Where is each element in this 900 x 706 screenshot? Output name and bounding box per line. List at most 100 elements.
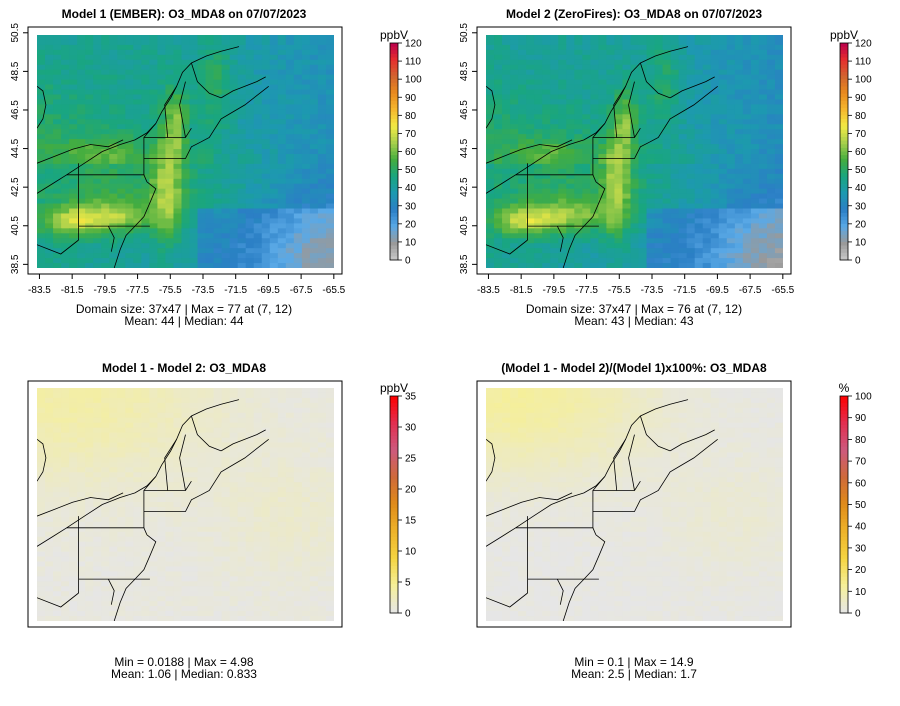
panel1-state-boundaries bbox=[37, 46, 269, 268]
heatmap-cell bbox=[69, 89, 78, 95]
heatmap-cell bbox=[494, 35, 503, 41]
heatmap-cell bbox=[317, 392, 327, 399]
heatmap-cell bbox=[734, 144, 744, 150]
colorbar-segment bbox=[840, 220, 848, 225]
heatmap-cell bbox=[85, 218, 94, 224]
heatmap-cell bbox=[197, 129, 207, 135]
colorbar-segment bbox=[390, 86, 398, 91]
heatmap-cell bbox=[69, 452, 78, 458]
heatmap-cell bbox=[750, 188, 760, 195]
heatmap-cell bbox=[325, 536, 334, 543]
heatmap-cell bbox=[574, 89, 583, 95]
heatmap-cell bbox=[590, 139, 599, 145]
heatmap-cell bbox=[61, 258, 70, 264]
heatmap-cell bbox=[125, 457, 134, 463]
heatmap-cell bbox=[269, 541, 279, 548]
heatmap-cell bbox=[726, 129, 736, 135]
heatmap-cell bbox=[293, 193, 303, 200]
heatmap-cell bbox=[582, 59, 591, 66]
heatmap-cell bbox=[710, 173, 720, 180]
heatmap-cell bbox=[494, 119, 503, 125]
heatmap-cell bbox=[53, 238, 62, 244]
heatmap-cell bbox=[325, 492, 334, 498]
heatmap-cell bbox=[638, 149, 648, 155]
heatmap-cell bbox=[205, 173, 215, 180]
heatmap-cell bbox=[197, 457, 207, 463]
colorbar-segment bbox=[840, 194, 848, 199]
heatmap-cell bbox=[85, 54, 94, 61]
heatmap-cell bbox=[758, 158, 768, 165]
heatmap-cell bbox=[742, 79, 752, 86]
heatmap-cell bbox=[301, 497, 311, 503]
heatmap-cell bbox=[317, 506, 327, 513]
heatmap-cell bbox=[221, 114, 231, 120]
heatmap-cell bbox=[606, 188, 615, 195]
heatmap-cell bbox=[245, 74, 255, 81]
heatmap-cell bbox=[109, 521, 118, 528]
heatmap-cell bbox=[702, 153, 712, 160]
heatmap-cell bbox=[662, 69, 672, 76]
heatmap-cell bbox=[125, 541, 134, 548]
heatmap-cell bbox=[277, 94, 287, 100]
heatmap-cell bbox=[606, 64, 615, 71]
heatmap-cell bbox=[309, 54, 319, 61]
heatmap-cell bbox=[269, 238, 279, 244]
heatmap-cell bbox=[285, 412, 295, 419]
colorbar-segment bbox=[840, 216, 848, 221]
heatmap-cell bbox=[213, 163, 223, 170]
heatmap-cell bbox=[301, 521, 311, 528]
heatmap-cell bbox=[502, 89, 511, 95]
heatmap-cell bbox=[181, 79, 191, 86]
heatmap-cell bbox=[534, 134, 543, 140]
heatmap-cell bbox=[117, 477, 126, 483]
heatmap-cell bbox=[718, 203, 728, 210]
heatmap-cell bbox=[213, 158, 223, 165]
heatmap-cell bbox=[766, 248, 776, 254]
heatmap-cell bbox=[702, 218, 712, 224]
heatmap-cell bbox=[221, 59, 231, 66]
heatmap-cell bbox=[109, 243, 118, 249]
heatmap-cell bbox=[510, 114, 519, 120]
y-tick-label: 48.5 bbox=[459, 61, 470, 81]
heatmap-cell bbox=[125, 526, 134, 533]
heatmap-cell bbox=[702, 129, 712, 135]
y-tick-label: 40.5 bbox=[459, 216, 470, 236]
heatmap-cell bbox=[494, 208, 503, 214]
heatmap-cell bbox=[165, 248, 174, 254]
heatmap-cell bbox=[534, 253, 543, 259]
heatmap-cell bbox=[253, 487, 263, 493]
heatmap-cell bbox=[229, 472, 239, 478]
heatmap-cell bbox=[293, 134, 303, 140]
heatmap-cell bbox=[638, 119, 648, 125]
heatmap-cell bbox=[133, 238, 142, 244]
heatmap-cell bbox=[125, 193, 134, 200]
heatmap-cell bbox=[606, 54, 615, 61]
heatmap-cell bbox=[229, 94, 239, 100]
heatmap-cell bbox=[229, 139, 239, 145]
heatmap-cell bbox=[189, 407, 199, 414]
heatmap-cell bbox=[133, 173, 142, 180]
heatmap-cell bbox=[45, 536, 54, 543]
heatmap-cell bbox=[638, 198, 648, 205]
colorbar-segment bbox=[840, 223, 848, 228]
heatmap-cell bbox=[213, 487, 223, 493]
heatmap-cell bbox=[526, 84, 535, 91]
heatmap-cell bbox=[85, 228, 94, 234]
heatmap-cell bbox=[502, 243, 511, 249]
heatmap-cell bbox=[173, 69, 182, 76]
heatmap-cell bbox=[309, 402, 319, 409]
colorbar-tick-label: 10 bbox=[855, 237, 867, 248]
heatmap-cell bbox=[61, 238, 70, 244]
heatmap-cell bbox=[293, 228, 303, 234]
heatmap-cell bbox=[253, 238, 263, 244]
heatmap-cell bbox=[694, 144, 704, 150]
heatmap-cell bbox=[261, 198, 271, 205]
heatmap-cell bbox=[486, 258, 495, 264]
heatmap-cell bbox=[622, 248, 631, 254]
heatmap-cell bbox=[686, 228, 696, 234]
colorbar-segment bbox=[390, 118, 398, 123]
heatmap-cell bbox=[662, 35, 672, 41]
heatmap-cell bbox=[101, 193, 110, 200]
heatmap-cell bbox=[197, 392, 207, 399]
heatmap-cell bbox=[758, 129, 768, 135]
